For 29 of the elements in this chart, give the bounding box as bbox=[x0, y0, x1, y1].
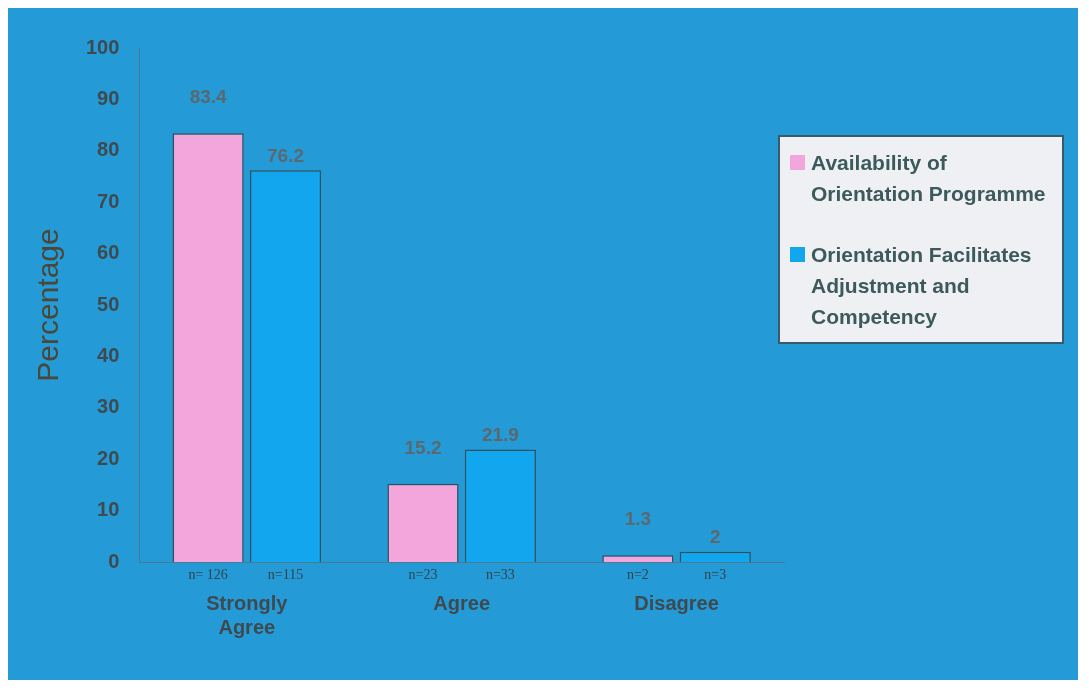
y-tick-label: 40 bbox=[97, 343, 120, 366]
y-tick-label: 30 bbox=[97, 395, 120, 418]
y-axis-title: Percentage bbox=[31, 228, 65, 382]
data-label: 15.2 bbox=[404, 436, 442, 458]
text: n=2 bbox=[626, 566, 649, 582]
y-tick-label: 20 bbox=[97, 446, 120, 469]
data-label: 21.9 bbox=[481, 424, 519, 446]
x-tick-label: Agree bbox=[433, 591, 491, 614]
data-label: 83.4 bbox=[189, 86, 228, 108]
y-tick-label: 10 bbox=[97, 498, 120, 521]
data-label: 1.3 bbox=[624, 508, 652, 530]
legend-label: Availability of Orientation Programme bbox=[811, 150, 1047, 207]
data-label: 2 bbox=[709, 526, 721, 548]
data-label: 76.2 bbox=[266, 145, 304, 167]
x-tick-label: Disagree bbox=[634, 591, 719, 614]
text: n= 126 bbox=[188, 566, 228, 582]
text: n=33 bbox=[485, 566, 515, 582]
text: n=115 bbox=[267, 566, 304, 582]
text: n=3 bbox=[704, 566, 727, 582]
y-tick-label: 80 bbox=[97, 138, 120, 161]
y-tick-label: 70 bbox=[97, 189, 120, 212]
legend-label: Orientation Facilitates Adjustment and Competency bbox=[811, 242, 1033, 330]
y-tick-label: 100 bbox=[85, 35, 120, 58]
text: n=23 bbox=[408, 566, 438, 582]
x-tick-label: Strongly Agree bbox=[206, 591, 289, 638]
y-tick-label: 90 bbox=[97, 86, 120, 109]
y-tick-label: 60 bbox=[97, 241, 120, 264]
y-tick-label: 50 bbox=[97, 292, 120, 315]
y-tick-label: 0 bbox=[108, 549, 120, 572]
